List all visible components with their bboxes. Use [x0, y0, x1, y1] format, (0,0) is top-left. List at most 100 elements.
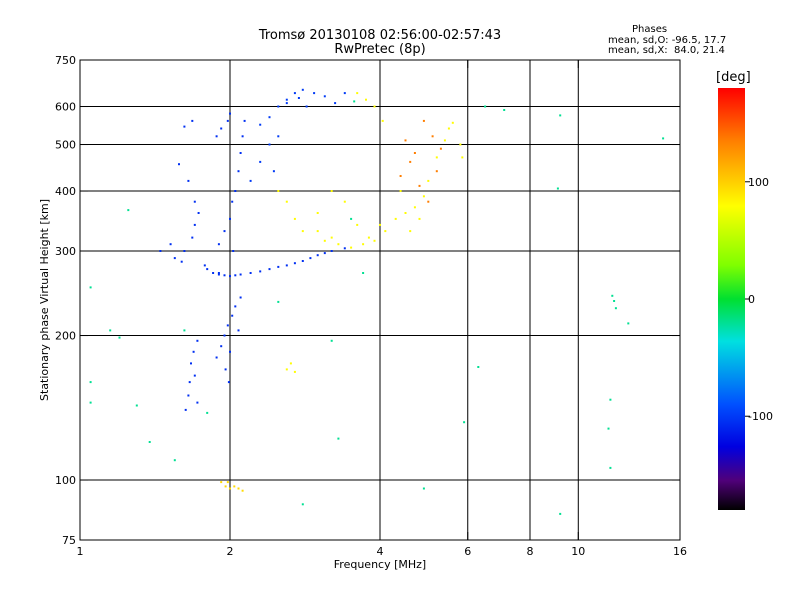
data-point	[89, 286, 92, 289]
data-point	[188, 381, 191, 384]
data-point	[277, 300, 280, 303]
data-point	[231, 200, 234, 203]
data-point	[191, 119, 194, 122]
data-point	[316, 230, 319, 233]
data-point	[301, 230, 304, 233]
data-point	[609, 466, 612, 469]
data-point	[277, 265, 280, 268]
x-tick-label: 2	[227, 545, 234, 558]
data-point	[249, 272, 252, 274]
data-point	[559, 512, 562, 515]
stats-heading: Phases	[632, 24, 668, 35]
data-point	[229, 112, 231, 115]
data-point	[241, 489, 244, 492]
data-point	[196, 339, 199, 342]
data-point	[451, 121, 454, 124]
data-point	[249, 179, 252, 182]
data-point	[459, 143, 462, 146]
data-point	[193, 200, 196, 203]
data-point	[447, 127, 450, 130]
x-axis-label: Frequency [MHz]	[334, 558, 426, 571]
data-point	[343, 200, 346, 203]
data-point	[305, 105, 308, 108]
data-point	[239, 152, 242, 154]
data-point	[268, 268, 271, 271]
data-point	[477, 366, 480, 368]
data-point	[277, 135, 280, 138]
data-point	[413, 206, 416, 209]
data-point	[293, 217, 296, 220]
data-point	[234, 274, 237, 277]
y-tick-label: 100	[55, 474, 76, 487]
data-point	[259, 123, 262, 126]
data-point	[184, 408, 187, 411]
data-point	[422, 195, 425, 198]
data-point	[461, 156, 464, 159]
data-point	[431, 135, 434, 138]
data-point	[463, 421, 466, 424]
y-tick-label: 75	[62, 534, 76, 547]
y-tick-label: 600	[55, 101, 76, 114]
chart-title: Tromsø 20130108 02:56:00-02:57:43	[258, 28, 502, 43]
data-point	[109, 329, 112, 332]
data-point	[356, 223, 359, 226]
data-point	[268, 143, 271, 146]
data-point	[293, 370, 296, 373]
data-point	[330, 250, 333, 252]
data-point	[259, 160, 262, 163]
data-point	[135, 404, 138, 407]
data-point	[297, 97, 300, 99]
data-point	[223, 334, 226, 337]
data-point	[356, 92, 359, 95]
data-point	[613, 300, 616, 302]
data-point	[217, 243, 220, 246]
x-tick-label: 8	[527, 545, 534, 558]
data-point	[239, 296, 242, 299]
data-point	[237, 170, 240, 173]
data-point	[232, 250, 235, 252]
data-point	[435, 156, 438, 159]
data-point	[118, 336, 121, 339]
data-point	[323, 239, 326, 242]
data-point	[343, 247, 346, 250]
data-point	[384, 230, 387, 233]
y-tick-label: 200	[55, 330, 76, 343]
data-point	[187, 179, 190, 182]
data-point	[343, 92, 346, 95]
data-point	[409, 230, 412, 233]
colorbar-tick-label: 0	[748, 293, 755, 306]
data-point	[607, 427, 610, 430]
data-point	[323, 252, 326, 255]
data-point	[243, 119, 246, 122]
data-point	[614, 307, 617, 310]
data-point	[148, 441, 151, 443]
data-point	[404, 212, 407, 214]
data-point	[206, 268, 209, 271]
data-point	[293, 262, 296, 265]
data-point	[183, 125, 186, 128]
data-point	[285, 264, 288, 267]
data-point	[559, 114, 562, 117]
data-point	[215, 135, 218, 138]
data-point	[178, 163, 180, 166]
x-tick-label: 10	[571, 545, 585, 558]
data-point	[183, 329, 186, 332]
data-point	[224, 485, 227, 488]
data-point	[217, 272, 220, 274]
data-point	[323, 95, 326, 98]
data-point	[330, 190, 333, 192]
data-point	[427, 179, 430, 182]
data-point	[350, 246, 353, 249]
data-point	[223, 274, 226, 277]
data-point	[334, 102, 337, 105]
data-point	[330, 236, 333, 239]
data-point	[239, 273, 242, 276]
data-point	[127, 209, 130, 212]
data-point	[293, 92, 296, 95]
colorbar-label: [deg]	[716, 70, 751, 85]
data-point	[220, 481, 223, 484]
colorbar-ticks: 100 0 -100	[745, 176, 773, 423]
data-point	[285, 98, 288, 101]
x-tick-label: 16	[673, 545, 687, 558]
